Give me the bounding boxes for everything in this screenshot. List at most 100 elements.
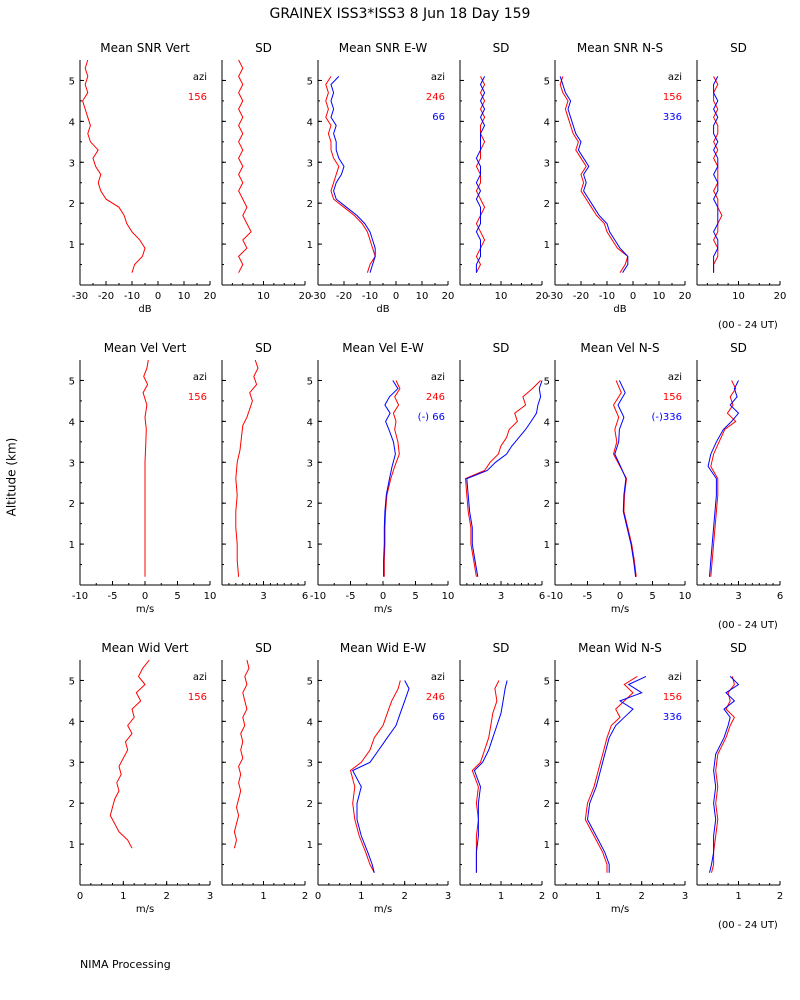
panel-4-legend-entry: 336 [663,112,682,123]
panel-5-series-blue-line [713,76,719,273]
panel-6-x-tick-label: -10 [72,591,88,602]
panel-12-legend-entry: 156 [188,692,207,703]
panel-6-x-tick-label: 0 [142,591,148,602]
panel-3-series-blue-line [475,76,486,273]
panel-0-y-tick-label: 5 [69,76,75,87]
panel-8-y-tick-label: 3 [307,458,313,469]
panel-12-y-tick-label: 5 [69,676,75,687]
panel-1-title: SD [255,41,272,55]
panel-1-x-tick-label: 20 [299,291,312,302]
panel-13-x-tick-label: 1 [260,891,266,902]
panel-14-y-tick-label: 2 [307,799,313,810]
panel-2-y-tick-label: 2 [307,199,313,210]
panel-0-x-label: dB [138,304,151,315]
panel-8-y-tick-label: 2 [307,499,313,510]
panel-10-y-tick-label: 2 [544,499,550,510]
footer-label: NIMA Processing [80,958,171,971]
panel-4-y-tick-label: 2 [544,199,550,210]
panel-17-series-red-line [711,676,736,873]
panel-4-x-tick-label: 0 [630,291,636,302]
panel-6-y-tick-label: 5 [69,376,75,387]
panel-8-legend-entry: 246 [426,392,445,403]
panel-4-x-label: dB [613,304,626,315]
panel-8-x-tick-label: -5 [346,591,356,602]
panel-5-series-red-line [713,76,723,273]
panel-14-x-label: m/s [374,904,392,915]
panel-10-legend-heading: azi [668,372,682,383]
panel-14-x-tick-label: 2 [401,891,407,902]
panel-7-x-tick-label: 6 [302,591,308,602]
panel-16-y-tick-label: 1 [544,840,550,851]
figure-title: GRAINEX ISS3*ISS3 8 Jun 18 Day 159 [269,6,531,22]
panel-0-x-tick-label: -30 [72,291,88,302]
panel-1-series-red-line [237,59,252,273]
panel-2-title: Mean SNR E-W [339,41,428,55]
panel-8-y-tick-label: 4 [307,417,313,428]
panel-2-x-tick-label: 10 [416,291,429,302]
panel-6-y-tick-label: 1 [69,540,75,551]
panel-15-x-tick-label: 1 [498,891,504,902]
panel-12-x-label: m/s [136,904,154,915]
panel-14-legend-entry: 246 [426,692,445,703]
panel-8-x-tick-label: 5 [412,591,418,602]
panel-2-x-tick-label: -20 [336,291,352,302]
panel-17-x-tick-label: 1 [735,891,741,902]
panel-2-x-tick-label: 20 [442,291,455,302]
panel-16-x-tick-label: 0 [552,891,558,902]
time-range-label-row3: (00 - 24 UT) [718,920,778,931]
panel-15-x-tick-label: 2 [539,891,545,902]
panel-16-y-tick-label: 5 [544,676,550,687]
panel-4-legend-entry: 156 [663,92,682,103]
panel-10-y-tick-label: 3 [544,458,550,469]
panel-14-series-red-line [349,680,401,873]
panel-0-y-tick-label: 2 [69,199,75,210]
panel-14-x-tick-label: 3 [445,891,451,902]
panel-4-series-blue-line [559,76,629,273]
panel-2-legend-entry: 66 [432,112,445,123]
panel-4-legend-heading: azi [668,72,682,83]
panel-0-x-tick-label: 0 [155,291,161,302]
panel-16-title: Mean Wid N-S [578,641,662,655]
panel-8-x-tick-label: 10 [442,591,455,602]
panel-4-y-tick-label: 5 [544,76,550,87]
panel-16-y-tick-label: 3 [544,758,550,769]
panel-4-x-tick-label: -10 [599,291,615,302]
panel-10-legend-entry: (-)336 [652,412,683,423]
panel-2-x-tick-label: -10 [362,291,378,302]
panel-2-x-tick-label: 0 [393,291,399,302]
panel-7-x-tick-label: 3 [260,591,266,602]
panel-8-legend-entry: (-) 66 [418,412,445,423]
panel-0-x-tick-label: -20 [98,291,114,302]
panel-14-legend-heading: azi [431,672,445,683]
panel-5-title: SD [730,41,747,55]
panel-8-title: Mean Vel E-W [342,341,424,355]
panel-2-series-red-line [325,76,376,273]
panel-0-series-red-line [82,59,146,273]
panel-16-x-label: m/s [611,904,629,915]
panel-0-y-tick-label: 3 [69,158,75,169]
panel-16-x-tick-label: 3 [682,891,688,902]
panel-6-legend-heading: azi [193,372,207,383]
panel-6-title: Mean Vel Vert [104,341,187,355]
panel-0-title: Mean SNR Vert [100,41,190,55]
panel-11-title: SD [730,341,747,355]
panel-14-series-blue-line [352,680,410,873]
panel-17-series-blue-line [709,676,740,873]
panel-5-x-tick-label: 10 [732,291,745,302]
panel-12-series-red-line [109,659,150,849]
panel-6-x-tick-label: 5 [174,591,180,602]
panel-10-x-label: m/s [611,604,629,615]
panel-8-x-tick-label: 0 [380,591,386,602]
panel-12-y-tick-label: 3 [69,758,75,769]
panel-11-series-blue-line [707,380,740,577]
panel-16-series-red-line [584,675,638,873]
panel-1-x-tick-label: 10 [257,291,270,302]
panel-10-x-tick-label: -5 [583,591,593,602]
panel-16-y-tick-label: 2 [544,799,550,810]
panel-7-title: SD [255,341,272,355]
panel-8-series-red-line [383,380,401,577]
panel-6-y-tick-label: 4 [69,417,75,428]
panel-4-x-tick-label: 10 [653,291,666,302]
panel-16-y-tick-label: 4 [544,717,550,728]
